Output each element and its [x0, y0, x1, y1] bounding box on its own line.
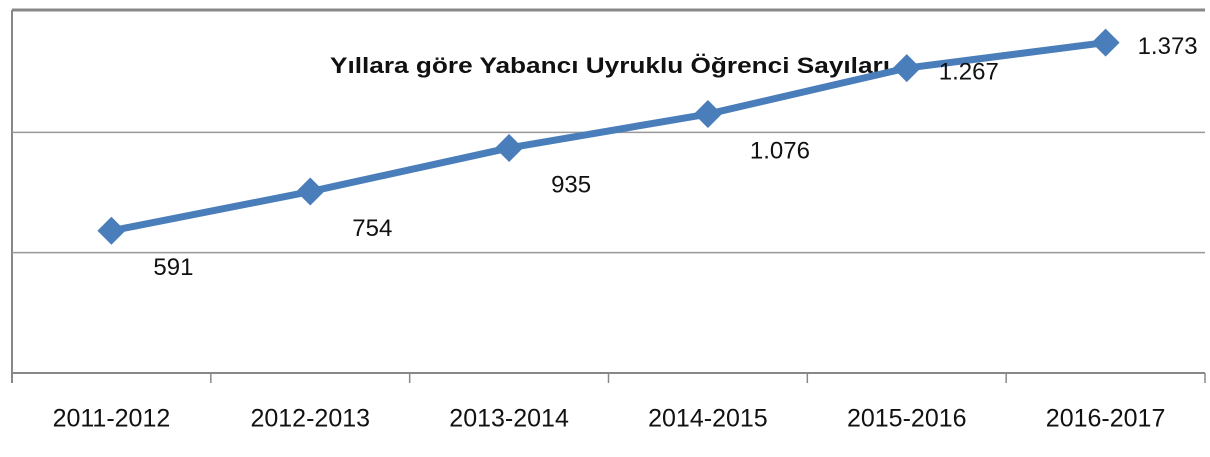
marker [97, 216, 126, 245]
marker [1091, 28, 1120, 57]
data-label: 591 [153, 254, 193, 281]
marker [892, 54, 921, 83]
x-tick-label: 2014-2015 [648, 405, 768, 433]
data-label: 1.267 [939, 58, 999, 85]
marker [693, 100, 722, 129]
marker [495, 133, 524, 162]
data-line [110, 39, 1107, 235]
x-tick-label: 2011-2012 [53, 405, 171, 433]
data-label: 754 [352, 215, 392, 242]
marker [296, 177, 325, 206]
data-label: 1.076 [750, 137, 810, 164]
x-tick-label: 2016-2017 [1046, 405, 1166, 433]
x-tick-label: 2012-2013 [250, 405, 370, 433]
data-label: 1.373 [1138, 33, 1198, 60]
x-tick-label: 2013-2014 [449, 405, 569, 433]
x-tick-label: 2015-2016 [847, 405, 967, 433]
data-label: 935 [551, 171, 591, 198]
chart-title: Yıllara göre Yabancı Uyruklu Öğrenci Say… [330, 53, 890, 78]
